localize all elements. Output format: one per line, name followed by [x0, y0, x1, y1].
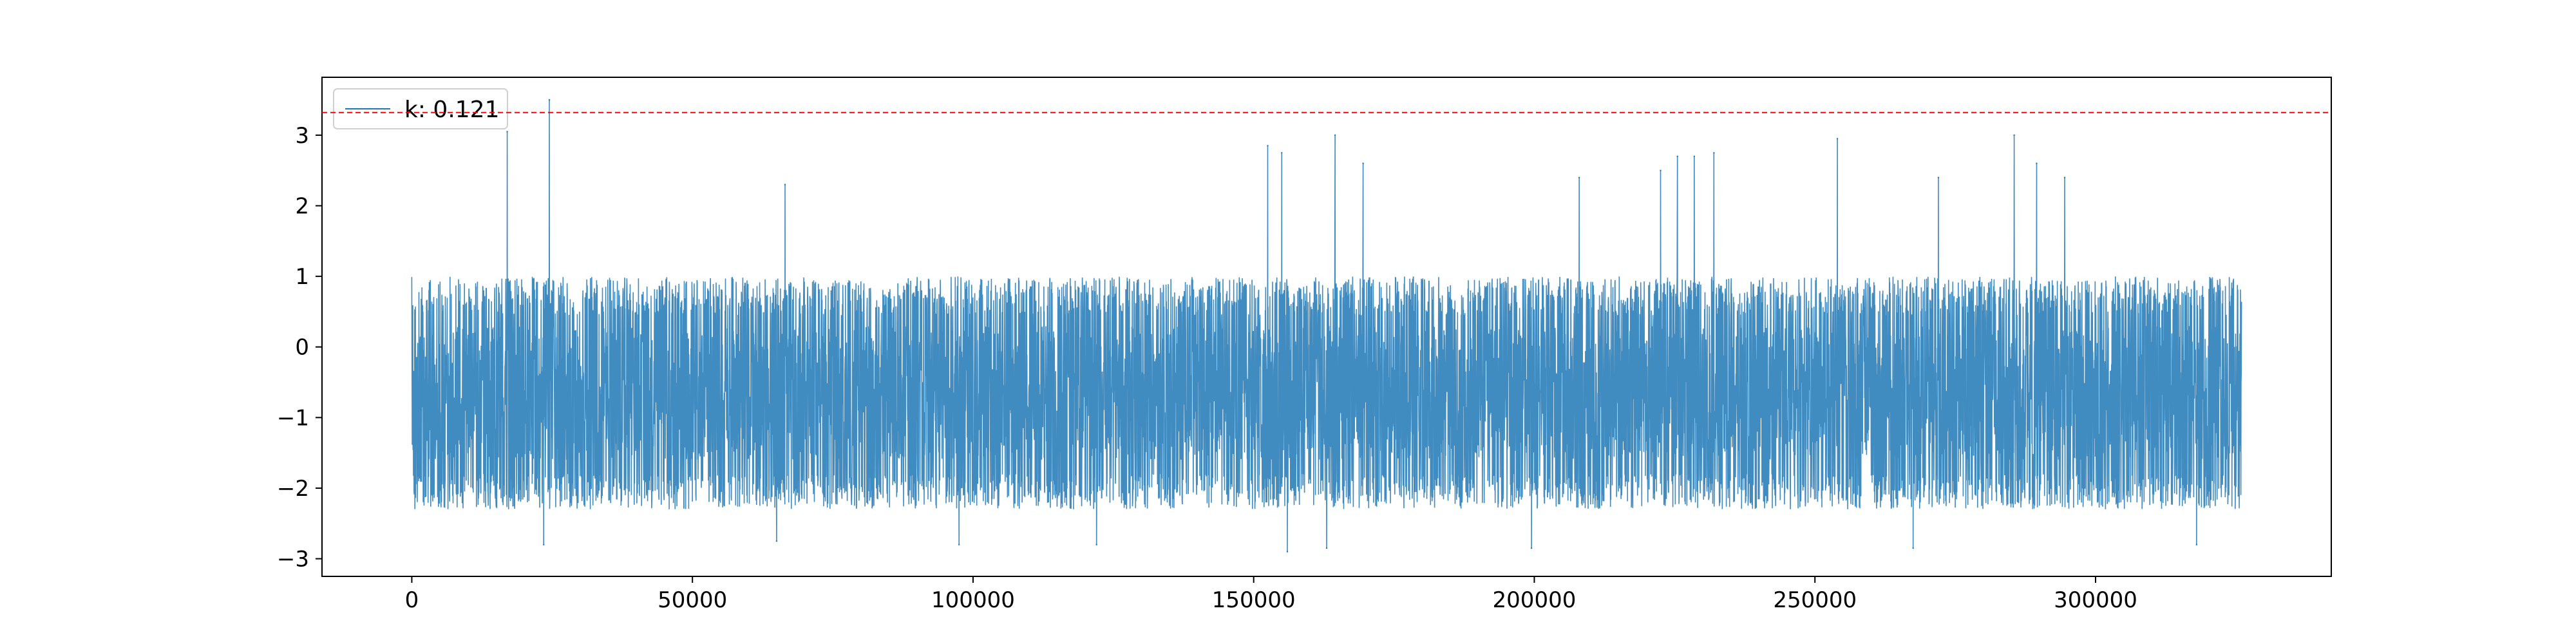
x-tick-label: 100000	[931, 587, 1015, 613]
data-point	[1281, 152, 1283, 154]
data-point	[1713, 152, 1715, 154]
data-point	[2063, 176, 2066, 178]
data-point	[2195, 544, 2198, 545]
y-tick-label: 3	[295, 123, 309, 149]
data-point	[775, 540, 778, 542]
data-point	[958, 544, 960, 545]
legend-label: k: 0.121	[404, 97, 499, 123]
y-tick-label: −2	[277, 476, 309, 502]
data-point	[784, 184, 786, 185]
y-tick-label: −3	[277, 547, 309, 573]
y-axis: −3 −2 −1 0 1 2 3	[277, 123, 322, 573]
legend: k: 0.121	[333, 88, 508, 129]
data-point	[1660, 169, 1662, 171]
data-point	[1676, 155, 1678, 157]
y-tick-label: 2	[295, 194, 309, 220]
data-point	[1693, 155, 1696, 157]
data-point	[1286, 551, 1289, 553]
series-layer	[411, 99, 2242, 553]
data-point	[2036, 162, 2038, 164]
data-point	[1578, 176, 1580, 178]
data-point	[1836, 138, 1839, 140]
plot-area-frame	[321, 77, 2332, 577]
data-point	[1530, 547, 1533, 549]
x-tick-label: 200000	[1493, 587, 1577, 613]
data-point	[506, 131, 508, 133]
x-axis: 0 50000 100000 150000 200000 250000 300000	[405, 576, 2137, 613]
series-line	[411, 100, 2242, 552]
y-tick-label: 0	[295, 335, 309, 361]
y-tick-label: 1	[295, 264, 309, 290]
data-point	[2013, 134, 2015, 137]
data-point	[1325, 547, 1328, 549]
y-tick-label: −1	[277, 405, 309, 431]
legend-box	[333, 88, 508, 129]
data-point	[1912, 547, 1914, 549]
data-point	[543, 544, 545, 545]
x-tick-label: 150000	[1212, 587, 1296, 613]
data-point	[1095, 544, 1097, 545]
data-point	[1334, 134, 1336, 137]
x-tick-label: 50000	[658, 587, 727, 613]
x-tick-label: 0	[405, 587, 419, 613]
x-tick-label: 300000	[2054, 587, 2137, 613]
data-point	[1937, 176, 1940, 178]
x-tick-label: 250000	[1773, 587, 1857, 613]
data-point	[1362, 162, 1364, 164]
data-point	[548, 99, 551, 101]
data-point	[1267, 145, 1269, 147]
